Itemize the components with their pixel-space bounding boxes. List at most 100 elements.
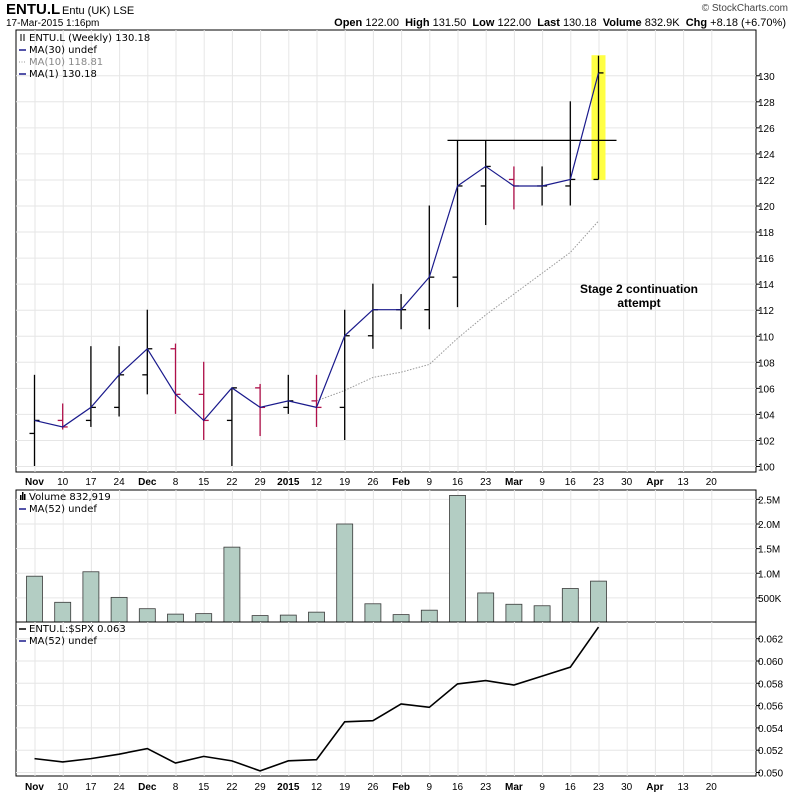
rs-y-tick-label: 0.054 <box>758 724 783 735</box>
price-x-tick-label: 17 <box>85 477 97 488</box>
rs-legend-label: ENTU.L:$SPX 0.063 <box>29 624 126 635</box>
rs-x-tick-label: 10 <box>57 782 69 793</box>
rs-x-tick-label: 16 <box>565 782 577 793</box>
price-x-tick-label: Nov <box>25 477 44 488</box>
rs-y-tick-label: 0.062 <box>758 635 783 646</box>
rs-x-tick-label: 9 <box>539 782 545 793</box>
price-legend-label: ENTU.L (Weekly) 130.18 <box>29 33 150 44</box>
volume-legend-swatch <box>24 494 26 500</box>
price-x-tick-label: 8 <box>173 477 179 488</box>
volume-bar <box>505 603 523 623</box>
company-name: Entu (UK) LSE <box>62 5 134 17</box>
volume-legend-swatch <box>20 495 22 500</box>
price-x-tick-label: 23 <box>480 477 492 488</box>
price-y-tick-label: 120 <box>758 202 775 213</box>
rs-x-tick-label: Nov <box>25 782 44 793</box>
chg-label: Chg <box>685 17 708 29</box>
price-x-tick-label: 29 <box>255 477 267 488</box>
rs-legend-label: MA(52) undef <box>29 636 97 647</box>
rs-y-tick-label: 0.058 <box>758 679 783 690</box>
price-y-tick-label: 110 <box>758 332 774 343</box>
price-x-tick-label: 22 <box>226 477 238 488</box>
price-frame <box>15 29 757 473</box>
price-x-tick-label: Feb <box>392 477 410 488</box>
volume-bar <box>82 571 100 623</box>
quote-summary: Open 122.00 High 131.50 Low 122.00 Last … <box>334 17 786 29</box>
price-x-tick-label: 16 <box>452 477 464 488</box>
rs-x-tick-label: 26 <box>367 782 379 793</box>
volume-bar <box>54 601 72 623</box>
rs-x-tick-label: 2015 <box>277 782 300 793</box>
rs-y-tick-label: 0.056 <box>758 702 783 713</box>
volume-bar <box>195 613 213 623</box>
ohlc-bar <box>142 309 153 395</box>
ma10-line <box>316 220 599 402</box>
price-y-tick-label: 102 <box>758 436 775 447</box>
rs-x-tick-label: 20 <box>706 782 718 793</box>
volume-bar <box>561 588 579 623</box>
rs-y-tick-label: 0.052 <box>758 746 783 757</box>
rs-line <box>34 626 600 772</box>
price-x-tick-label: 16 <box>565 477 577 488</box>
rs-x-tick-label: 23 <box>480 782 492 793</box>
open-value: 122.00 <box>365 17 399 29</box>
ohlc-bar <box>85 346 96 427</box>
volume-legend-swatch <box>22 492 24 500</box>
symbol-title: ENTU.L <box>6 1 61 18</box>
rs-x-tick-label: 22 <box>226 782 238 793</box>
rs-x-tick-label: Apr <box>646 782 663 793</box>
rs-y-tick-label: 0.050 <box>758 769 783 780</box>
volume-y-tick-label: 500K <box>758 594 782 605</box>
price-x-tick-label: 20 <box>706 477 718 488</box>
rs-x-tick-label: 17 <box>85 782 97 793</box>
annotation-line-2: attempt <box>617 296 660 310</box>
volume-bar <box>223 546 241 623</box>
open-label: Open <box>334 17 363 29</box>
volume-bar <box>138 608 156 623</box>
volume-bar <box>533 605 551 623</box>
ohlc-bar <box>424 205 435 330</box>
price-legend-label: MA(10) 118.81 <box>29 57 103 68</box>
ohlc-bar <box>311 374 322 427</box>
price-y-tick-label: 128 <box>758 98 775 109</box>
price-y-tick-label: 130 <box>758 72 775 83</box>
volume-bar <box>26 575 43 623</box>
rs-x-tick-label: 24 <box>114 782 126 793</box>
last-label: Last <box>537 17 560 29</box>
rs-x-tick-label: 13 <box>678 782 690 793</box>
ohlc-bar <box>565 101 576 206</box>
volume-bar <box>392 614 410 623</box>
volume-panel: 500K 1.0M 1.5M 2.0M 2.5M Volume 832,919MA(52)… <box>15 489 782 623</box>
price-x-tick-label: 24 <box>114 477 126 488</box>
volume-bar <box>308 611 325 623</box>
rs-x-tick-label: Feb <box>392 782 410 793</box>
rs-x-tick-label: 23 <box>593 782 605 793</box>
company-name-text: Entu (UK) <box>62 5 111 17</box>
price-x-tick-label: 30 <box>621 477 633 488</box>
relative-strength-panel: 0.050 0.052 0.054 0.056 0.058 0.060 0.062 ENTU.… <box>15 621 783 793</box>
volume-bar <box>167 613 184 623</box>
rs-x-tick-label: 19 <box>339 782 351 793</box>
price-x-tick-label: Apr <box>646 477 663 488</box>
ohlc-bar <box>593 55 604 181</box>
last-value: 130.18 <box>562 17 597 29</box>
price-panel: 1001021041061081101121141161181201221241… <box>15 29 775 488</box>
price-x-tick-label: 10 <box>57 477 69 488</box>
price-legend-label: MA(30) undef <box>29 45 97 56</box>
price-y-tick-label: 118 <box>758 228 774 239</box>
volume-y-tick-label: 1.5M <box>758 545 780 556</box>
volume-value: 832.9K <box>644 17 680 29</box>
rs-x-tick-label: 8 <box>173 782 179 793</box>
rs-x-tick-label: 9 <box>427 782 433 793</box>
annotation-line-1: Stage 2 continuation <box>580 282 698 296</box>
volume-legend-label: Volume 832,919 <box>29 492 111 503</box>
price-x-tick-label: 9 <box>427 477 433 488</box>
volume-bar <box>477 592 495 623</box>
volume-bar <box>279 614 297 623</box>
price-x-tick-label: Mar <box>505 477 523 488</box>
price-y-tick-label: 106 <box>758 384 775 395</box>
price-y-tick-label: 104 <box>758 410 775 421</box>
price-y-tick-label: 124 <box>758 150 775 161</box>
price-y-tick-label: 122 <box>758 176 775 187</box>
